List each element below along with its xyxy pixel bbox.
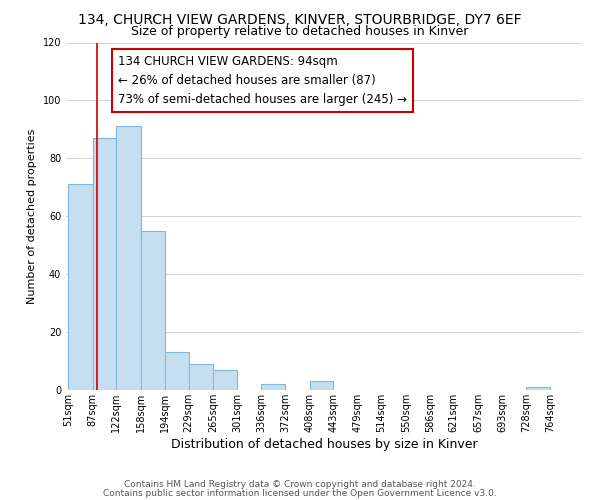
Bar	[261, 384, 286, 390]
Bar	[310, 382, 334, 390]
Text: 134, CHURCH VIEW GARDENS, KINVER, STOURBRIDGE, DY7 6EF: 134, CHURCH VIEW GARDENS, KINVER, STOURB…	[78, 12, 522, 26]
Text: Contains HM Land Registry data © Crown copyright and database right 2024.: Contains HM Land Registry data © Crown c…	[124, 480, 476, 489]
Bar	[93, 138, 116, 390]
Bar	[141, 230, 165, 390]
Bar	[165, 352, 189, 390]
Text: 134 CHURCH VIEW GARDENS: 94sqm
← 26% of detached houses are smaller (87)
73% of : 134 CHURCH VIEW GARDENS: 94sqm ← 26% of …	[118, 54, 407, 106]
Text: Size of property relative to detached houses in Kinver: Size of property relative to detached ho…	[131, 25, 469, 38]
Text: Contains public sector information licensed under the Open Government Licence v3: Contains public sector information licen…	[103, 488, 497, 498]
Bar	[189, 364, 213, 390]
Bar	[116, 126, 141, 390]
Bar	[526, 387, 550, 390]
Bar	[213, 370, 238, 390]
Y-axis label: Number of detached properties: Number of detached properties	[27, 128, 37, 304]
Bar	[68, 184, 93, 390]
X-axis label: Distribution of detached houses by size in Kinver: Distribution of detached houses by size …	[170, 438, 478, 450]
